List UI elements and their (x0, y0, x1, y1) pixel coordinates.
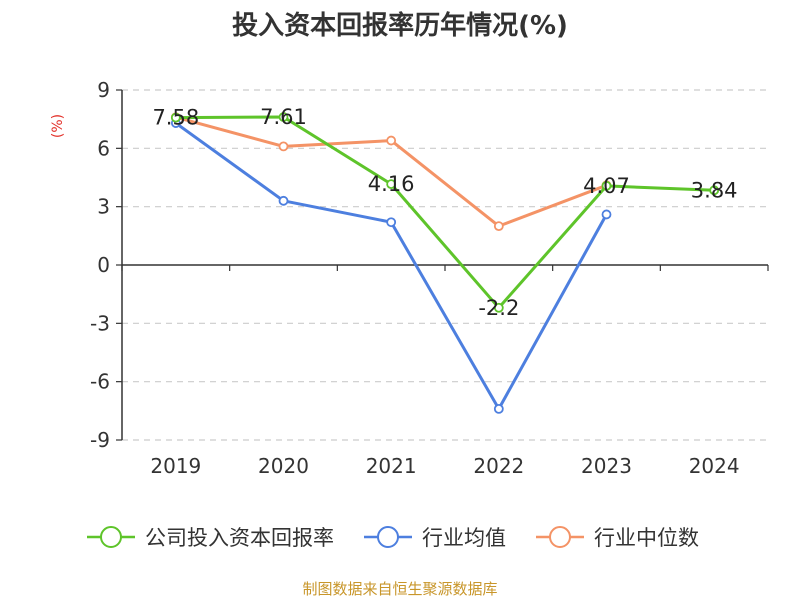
series-line (174, 121, 608, 411)
legend-marker-icon (549, 526, 571, 548)
x-tick-label: 2023 (581, 454, 632, 478)
legend-marker-icon (377, 526, 399, 548)
data-point (278, 141, 289, 152)
data-label: 4.07 (583, 174, 630, 198)
data-point (386, 179, 397, 190)
y-tick-label: -3 (90, 311, 110, 335)
data-point (170, 112, 181, 123)
series-0 (170, 112, 720, 313)
data-label: 7.61 (260, 105, 307, 129)
x-tick-label: 2020 (258, 454, 309, 478)
y-axis-unit-label: (%) (50, 114, 66, 138)
data-label: 7.58 (152, 106, 199, 130)
source-note: 制图数据来自恒生聚源数据库 (302, 580, 497, 598)
y-tick-label: 0 (97, 253, 110, 277)
legend: 公司投入资本回报率 行业均值 行业中位数 (87, 526, 699, 550)
legend-item[interactable]: 公司投入资本回报率 (87, 526, 334, 550)
data-point (709, 185, 720, 196)
series-1 (170, 118, 612, 414)
data-point (493, 302, 504, 313)
x-tick-label: 2021 (366, 454, 417, 478)
series-line (174, 115, 716, 310)
data-label: -2.2 (478, 296, 519, 320)
x-tick-label: 2019 (150, 454, 201, 478)
y-tick-label: 3 (97, 195, 110, 219)
legend-item[interactable]: 行业中位数 (536, 526, 699, 550)
y-tick-label: 9 (97, 78, 110, 102)
series-lines (170, 112, 720, 414)
data-label: 4.16 (368, 172, 415, 196)
chart-title: 投入资本回报率历年情况(%) (232, 10, 568, 41)
legend-item[interactable]: 行业均值 (364, 526, 506, 550)
data-point (601, 180, 612, 191)
data-point (493, 221, 504, 232)
data-point (278, 195, 289, 206)
data-point (386, 135, 397, 146)
legend-label: 行业均值 (422, 526, 506, 550)
x-tick-label: 2024 (689, 454, 740, 478)
data-point (493, 403, 504, 414)
data-point (278, 112, 289, 122)
y-tick-label: -9 (90, 428, 110, 452)
y-tick-label: -6 (90, 370, 110, 394)
data-label: 3.84 (691, 178, 738, 202)
legend-label: 行业中位数 (594, 526, 699, 550)
x-tick-label: 2022 (473, 454, 524, 478)
legend-label: 公司投入资本回报率 (145, 526, 334, 550)
data-point (386, 217, 397, 228)
data-labels: 7.58 7.61 4.16 -2.2 4.07 3.84 (152, 105, 737, 320)
gridlines (122, 89, 768, 441)
y-tick-label: 6 (97, 136, 110, 160)
data-point (601, 209, 612, 220)
axes: 9 6 3 0 -3 -6 -9 2019 2020 2021 2022 2023 2024 (90, 78, 769, 478)
legend-marker-icon (100, 526, 122, 548)
